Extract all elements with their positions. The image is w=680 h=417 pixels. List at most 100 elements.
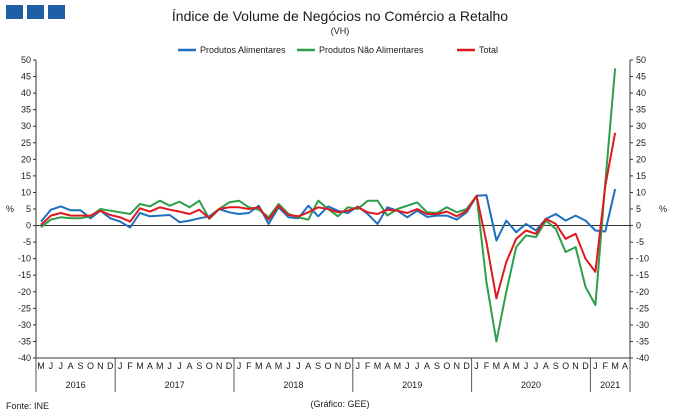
x-tick-label: A	[622, 361, 628, 371]
y-tick-label-right: 25	[636, 138, 646, 148]
x-tick-label: A	[424, 361, 430, 371]
year-label: 2018	[283, 380, 303, 390]
year-label: 2017	[165, 380, 185, 390]
chart-title: Índice de Volume de Negócios no Comércio…	[172, 8, 508, 24]
x-tick-label: J	[118, 361, 123, 371]
y-tick-label-left: -25	[18, 303, 31, 313]
legend: Produtos Alimentares Produtos Não Aliment…	[178, 45, 498, 55]
x-tick-label: J	[237, 361, 242, 371]
y-tick-label-right: -20	[636, 287, 649, 297]
x-tick-label: A	[503, 361, 509, 371]
x-tick-label: A	[68, 361, 74, 371]
y-tick-label-right: -5	[636, 237, 644, 247]
x-tick-label: D	[226, 361, 233, 371]
y-axis-label-left: %	[6, 204, 14, 214]
x-tick-label: D	[463, 361, 470, 371]
x-tick-label: N	[216, 361, 223, 371]
x-tick-label: A	[147, 361, 153, 371]
y-tick-label-left: 5	[26, 204, 31, 214]
y-tick-label-right: 40	[636, 88, 646, 98]
y-tick-label-right: -15	[636, 270, 649, 280]
y-tick-label-right: -10	[636, 254, 649, 264]
series-line-alimentares	[40, 188, 617, 242]
x-tick-label: M	[394, 361, 402, 371]
x-tick-label: J	[405, 361, 410, 371]
x-tick-label: J	[59, 361, 64, 371]
x-tick-label: J	[177, 361, 182, 371]
y-tick-label-right: 10	[636, 187, 646, 197]
x-tick-label: J	[356, 361, 361, 371]
x-tick-label: A	[384, 361, 390, 371]
x-tick-label: M	[512, 361, 520, 371]
x-tick-label: S	[78, 361, 84, 371]
y-tick-label-left: 10	[21, 187, 31, 197]
y-tick-label-left: 45	[21, 72, 31, 82]
y-tick-label-right: -25	[636, 303, 649, 313]
x-tick-label: F	[484, 361, 490, 371]
x-tick-label: S	[196, 361, 202, 371]
x-tick-label: F	[246, 361, 252, 371]
year-label: 2021	[600, 380, 620, 390]
y-tick-label-right: 0	[636, 221, 641, 231]
x-tick-label: S	[553, 361, 559, 371]
y-tick-label-left: 0	[26, 221, 31, 231]
x-tick-label: J	[286, 361, 291, 371]
y-tick-label-left: 25	[21, 138, 31, 148]
y-tick-label-left: -15	[18, 270, 31, 280]
y-tick-label-left: 40	[21, 88, 31, 98]
x-tick-label: J	[167, 361, 172, 371]
x-tick-label: O	[87, 361, 94, 371]
y-tick-label-left: -40	[18, 353, 31, 363]
y-tick-label-right: 50	[636, 55, 646, 65]
y-tick-label-right: 30	[636, 121, 646, 131]
x-tick-label: D	[345, 361, 352, 371]
y-tick-label-left: -10	[18, 254, 31, 264]
series-line-nao-alimentares	[40, 68, 617, 343]
x-tick-label: N	[97, 361, 104, 371]
series-lines	[40, 68, 617, 343]
x-tick-label: J	[593, 361, 598, 371]
y-axis-label-right: %	[659, 204, 667, 214]
x-tick-label: A	[186, 361, 192, 371]
x-tick-label: D	[582, 361, 589, 371]
y-tick-label-left: -35	[18, 336, 31, 346]
legend-label: Produtos Alimentares	[200, 45, 286, 55]
x-tick-label: O	[562, 361, 569, 371]
year-label: 2020	[521, 380, 541, 390]
y-tick-label-right: 5	[636, 204, 641, 214]
x-tick-label: M	[37, 361, 45, 371]
x-tick-label: O	[443, 361, 450, 371]
y-tick-label-left: 20	[21, 154, 31, 164]
x-tick-label: M	[156, 361, 164, 371]
x-tick-label: M	[136, 361, 144, 371]
legend-label: Total	[479, 45, 498, 55]
x-tick-label: F	[603, 361, 609, 371]
x-tick-label: J	[49, 361, 54, 371]
year-label: 2019	[402, 380, 422, 390]
logo-square	[6, 5, 23, 19]
x-tick-label: F	[365, 361, 371, 371]
y-tick-label-left: 35	[21, 105, 31, 115]
y-tick-label-left: -30	[18, 320, 31, 330]
logo-icon	[6, 5, 65, 19]
x-tick-label: A	[543, 361, 549, 371]
x-tick-label: S	[434, 361, 440, 371]
x-tick-label: M	[493, 361, 501, 371]
y-tick-label-left: 50	[21, 55, 31, 65]
y-tick-label-left: -5	[23, 237, 31, 247]
chart-subtitle: (VH)	[331, 26, 350, 36]
year-label: 2016	[66, 380, 86, 390]
credit-note: (Gráfico: GEE)	[310, 399, 369, 409]
x-tick-label: J	[296, 361, 301, 371]
x-tick-label: M	[611, 361, 619, 371]
source-note: Fonte: INE	[6, 401, 49, 411]
x-tick-label: N	[454, 361, 461, 371]
x-tick-label: M	[275, 361, 283, 371]
x-tick-label: O	[325, 361, 332, 371]
y-tick-label-right: -30	[636, 320, 649, 330]
y-tick-label-right: 45	[636, 72, 646, 82]
y-tick-label-right: -35	[636, 336, 649, 346]
